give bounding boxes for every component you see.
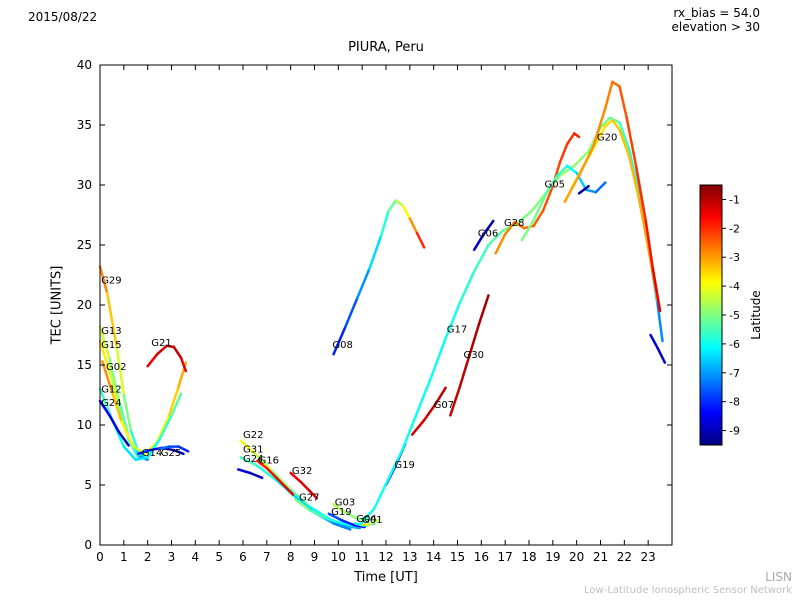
chart-title: PIURA, Peru <box>348 40 424 55</box>
x-tick-label: 2 <box>144 550 152 564</box>
x-tick-label: 20 <box>569 550 584 564</box>
x-tick-label: 23 <box>641 550 656 564</box>
x-tick-label: 6 <box>239 550 247 564</box>
satellite-label: G14 <box>142 448 162 459</box>
x-tick-label: 21 <box>593 550 608 564</box>
satellite-label: G19 <box>394 460 414 471</box>
colorbar-tick-label: -7 <box>729 367 740 380</box>
x-tick-label: 13 <box>402 550 417 564</box>
x-tick-label: 18 <box>521 550 536 564</box>
satellite-label: G24 <box>101 398 121 409</box>
colorbar-tick-label: -8 <box>729 396 740 409</box>
latitude-colorbar <box>699 184 723 446</box>
satellite-label: G15 <box>101 340 121 351</box>
y-tick-label: 25 <box>77 238 92 252</box>
x-axis-label: Time [UT] <box>354 570 418 585</box>
y-tick-label: 35 <box>77 118 92 132</box>
satellite-label: G19 <box>331 507 351 518</box>
colorbar-tick-label: -6 <box>729 338 740 351</box>
y-axis-label: TEC [UNITS] <box>49 265 65 345</box>
colorbar-label: Latitude <box>749 290 763 340</box>
date-label: 2015/08/22 <box>28 10 98 24</box>
satellite-label: G32 <box>292 466 312 477</box>
elevation-label: elevation > 30 <box>671 20 761 34</box>
watermark-network-name: Low-Latitude Ionospheric Sensor Network <box>584 585 792 596</box>
satellite-label: G03 <box>335 497 355 508</box>
x-tick-label: 0 <box>96 550 104 564</box>
x-tick-label: 4 <box>192 550 200 564</box>
satellite-label: G20 <box>597 133 617 144</box>
satellite-label: G24 <box>243 454 263 465</box>
satellite-label: G08 <box>332 340 352 351</box>
y-tick-label: 0 <box>84 538 92 552</box>
x-tick-label: 15 <box>450 550 465 564</box>
satellite-label: G02 <box>106 362 126 373</box>
satellite-label: G07 <box>434 400 454 411</box>
x-tick-label: 1 <box>120 550 128 564</box>
satellite-label: G17 <box>447 325 467 336</box>
satellite-label: G29 <box>101 275 121 286</box>
x-tick-label: 10 <box>331 550 346 564</box>
x-tick-label: 12 <box>378 550 393 564</box>
y-tick-label: 5 <box>84 478 92 492</box>
x-tick-label: 16 <box>474 550 489 564</box>
x-tick-label: 8 <box>287 550 295 564</box>
satellite-label: G22 <box>243 430 263 441</box>
colorbar-tick-label: -2 <box>729 222 740 235</box>
satellite-label: G16 <box>258 455 278 466</box>
y-tick-label: 40 <box>77 58 92 72</box>
satellite-label: G06 <box>478 229 498 240</box>
x-tick-label: 9 <box>311 550 319 564</box>
satellite-label: G25 <box>161 448 181 459</box>
x-tick-label: 19 <box>545 550 560 564</box>
rx-bias-label: rx_bias = 54.0 <box>673 6 760 20</box>
x-tick-label: 17 <box>498 550 513 564</box>
satellite-label: G30 <box>463 350 483 361</box>
x-tick-label: 11 <box>355 550 370 564</box>
colorbar-tick-label: -5 <box>729 309 740 322</box>
satellite-label: G12 <box>101 385 121 396</box>
y-tick-label: 10 <box>77 418 92 432</box>
satellite-label: G05 <box>544 179 564 190</box>
satellite-label: G13 <box>101 326 121 337</box>
satellite-label: G04 <box>356 514 376 525</box>
y-tick-label: 20 <box>77 298 92 312</box>
satellite-label: G31 <box>243 445 263 456</box>
x-tick-label: 14 <box>426 550 441 564</box>
x-tick-label: 22 <box>617 550 632 564</box>
satellite-label: G28 <box>504 218 524 229</box>
satellite-label: G27 <box>299 493 319 504</box>
x-tick-label: 3 <box>168 550 176 564</box>
y-tick-label: 15 <box>77 358 92 372</box>
colorbar-tick-label: -1 <box>729 193 740 206</box>
x-tick-label: 5 <box>215 550 223 564</box>
y-tick-label: 30 <box>77 178 92 192</box>
satellite-label: G01 <box>362 515 382 526</box>
colorbar-tick-label: -3 <box>729 251 740 264</box>
watermark-lisn: LISN <box>765 570 792 584</box>
colorbar-tick-label: -9 <box>729 425 740 438</box>
satellite-label: G21 <box>151 338 171 349</box>
x-tick-label: 7 <box>263 550 271 564</box>
colorbar-tick-label: -4 <box>729 280 740 293</box>
